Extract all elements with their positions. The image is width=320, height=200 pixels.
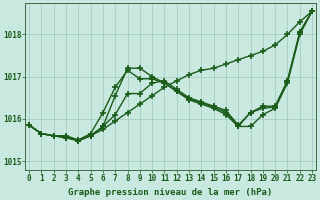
X-axis label: Graphe pression niveau de la mer (hPa): Graphe pression niveau de la mer (hPa) (68, 188, 273, 197)
